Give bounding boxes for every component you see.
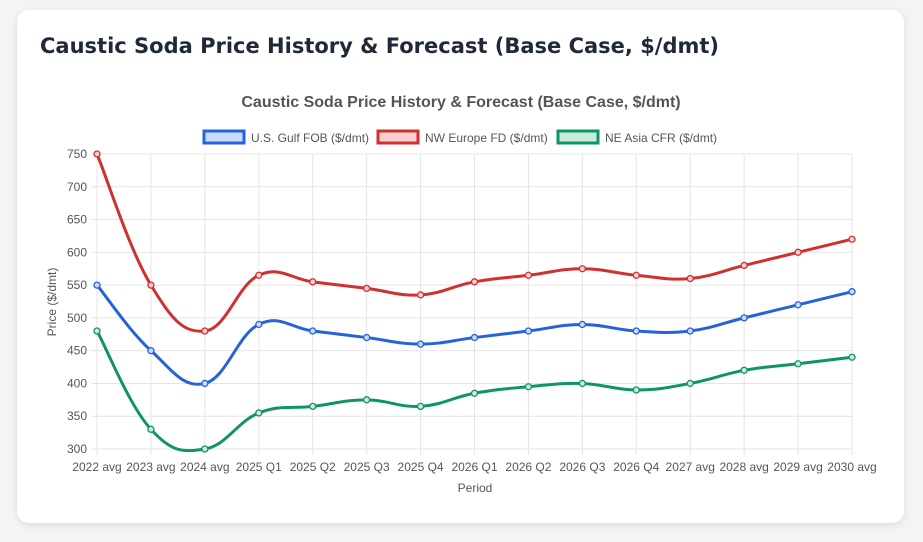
data-point[interactable] [147, 425, 155, 433]
chart-title: Caustic Soda Price History & Forecast (B… [241, 94, 680, 111]
chart-card [17, 10, 904, 523]
x-tick-label: 2030 avg [827, 460, 876, 474]
data-point[interactable] [740, 314, 748, 322]
legend-swatch[interactable] [556, 129, 600, 145]
data-point[interactable] [524, 383, 533, 391]
data-point[interactable] [201, 445, 209, 453]
data-point[interactable] [524, 271, 533, 279]
data-point[interactable] [147, 347, 155, 355]
x-tick-label: 2026 Q4 [613, 460, 659, 474]
x-tick-label: 2029 avg [773, 460, 822, 474]
data-point[interactable] [632, 386, 640, 394]
data-point[interactable] [416, 402, 425, 411]
data-point[interactable] [416, 340, 425, 348]
data-point[interactable] [740, 261, 748, 270]
x-tick-label: 2028 avg [719, 460, 768, 474]
data-point[interactable] [362, 333, 371, 342]
data-point[interactable] [578, 379, 587, 388]
data-point[interactable] [255, 409, 263, 417]
x-axis-ticks: 2022 avg 2023 avg 2024 avg 2025 Q1 2025 Q2 20… [72, 460, 876, 474]
y-tick-label: 400 [67, 376, 87, 390]
data-point[interactable] [794, 248, 802, 256]
data-point[interactable] [686, 274, 694, 283]
data-point[interactable] [416, 291, 425, 299]
x-tick-label: 2022 avg [72, 460, 121, 474]
data-point[interactable] [524, 327, 533, 335]
data-point[interactable] [309, 327, 317, 335]
x-tick-label: 2026 Q2 [505, 460, 551, 474]
data-point[interactable] [632, 327, 640, 335]
data-point[interactable] [309, 402, 317, 411]
series-points [93, 150, 856, 453]
y-axis-ticks: 300 350 400 450 500 550 600 650 700 750 [67, 147, 87, 456]
data-point[interactable] [578, 265, 587, 273]
data-point[interactable] [740, 366, 748, 374]
x-tick-label: 2024 avg [180, 460, 229, 474]
x-tick-label: 2026 Q3 [559, 460, 605, 474]
x-tick-label: 2025 Q4 [398, 460, 444, 474]
x-tick-label: 2027 avg [666, 460, 715, 474]
legend-label[interactable]: U.S. Gulf FOB ($/dmt) [251, 131, 369, 145]
data-point[interactable] [309, 278, 317, 286]
data-point[interactable] [794, 301, 802, 309]
data-point[interactable] [362, 396, 371, 404]
y-tick-label: 500 [67, 311, 87, 325]
data-point[interactable] [686, 379, 694, 388]
data-point[interactable] [470, 333, 479, 342]
y-axis-label: Price ($/dmt) [45, 268, 59, 337]
page-title: Caustic Soda Price History & Forecast (B… [40, 34, 720, 58]
data-point[interactable] [362, 284, 371, 293]
y-tick-label: 750 [67, 147, 87, 161]
data-point[interactable] [632, 271, 640, 279]
data-point[interactable] [848, 235, 856, 243]
data-point[interactable] [201, 327, 209, 335]
x-tick-label: 2025 Q2 [290, 460, 336, 474]
grid-lines [91, 153, 853, 455]
legend-label[interactable]: NE Asia CFR ($/dmt) [605, 131, 717, 145]
x-tick-label: 2023 avg [126, 460, 175, 474]
data-point[interactable] [470, 389, 479, 397]
data-point[interactable] [93, 327, 101, 335]
x-tick-label: 2025 Q1 [236, 460, 282, 474]
data-point[interactable] [93, 281, 101, 289]
data-point[interactable] [848, 353, 856, 361]
data-point[interactable] [470, 278, 479, 286]
data-point[interactable] [686, 327, 694, 335]
y-tick-label: 450 [67, 344, 87, 358]
data-point[interactable] [578, 320, 587, 329]
y-tick-label: 350 [67, 409, 87, 423]
data-point[interactable] [255, 271, 263, 279]
x-tick-label: 2026 Q1 [451, 460, 497, 474]
data-point[interactable] [201, 379, 209, 388]
legend: U.S. Gulf FOB ($/dmt) NW Europe FD ($/dmt… [202, 129, 717, 145]
legend-label[interactable]: NW Europe FD ($/dmt) [425, 131, 548, 145]
legend-swatch[interactable] [202, 129, 246, 145]
x-tick-label: 2025 Q3 [344, 460, 390, 474]
data-point[interactable] [848, 288, 856, 296]
data-point[interactable] [147, 281, 155, 289]
data-point[interactable] [255, 320, 263, 329]
y-tick-label: 300 [67, 442, 87, 456]
y-tick-label: 550 [67, 278, 87, 292]
legend-swatch[interactable] [376, 129, 420, 145]
y-tick-label: 600 [67, 245, 87, 259]
data-point[interactable] [794, 360, 802, 368]
x-axis-label: Period [458, 481, 493, 495]
data-point[interactable] [93, 150, 101, 158]
y-tick-label: 700 [67, 180, 87, 194]
y-tick-label: 650 [67, 213, 87, 227]
